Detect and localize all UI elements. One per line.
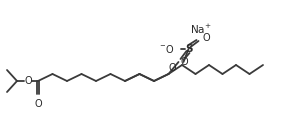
Text: O: O [24, 76, 32, 86]
Text: O: O [169, 63, 177, 73]
Text: $^{-}$O: $^{-}$O [159, 43, 175, 55]
Text: O: O [34, 99, 42, 109]
Text: Na$^{+}$: Na$^{+}$ [190, 22, 211, 36]
Text: O: O [202, 33, 210, 43]
Text: O: O [181, 57, 188, 67]
Text: S: S [185, 44, 192, 54]
